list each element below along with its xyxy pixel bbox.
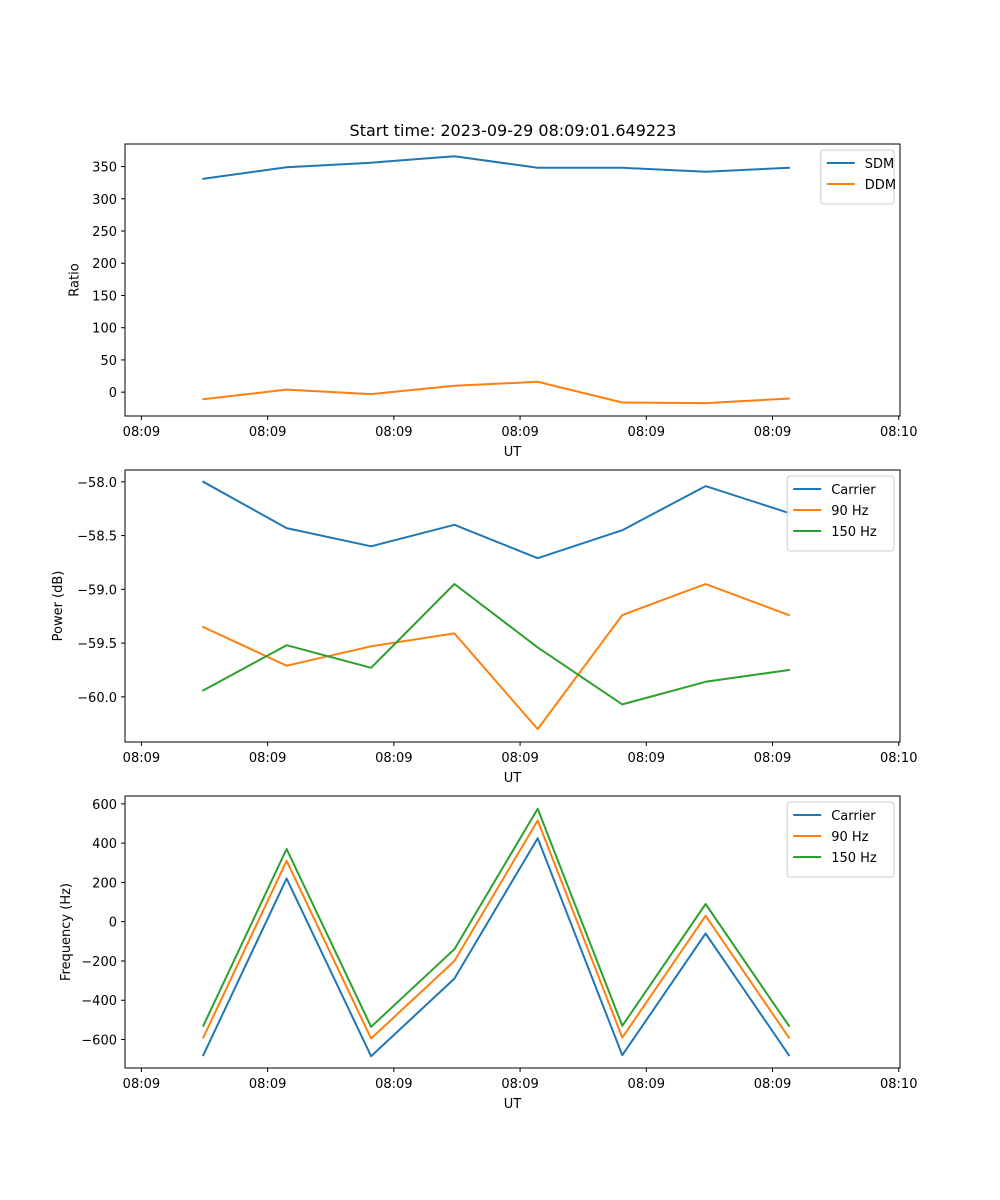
x-tick-label: 08:09: [123, 425, 160, 440]
chart-panel-2: 08:09 08:09 08:09 08:09 08:09 08:09 08:10 −60.0…: [51, 469, 917, 786]
y-tick-label: −400: [81, 994, 117, 1009]
x-tick-label: 08:09: [501, 1077, 538, 1092]
chart-panel-1: 08:09 08:09 08:09 08:09 08:09 08:09 08:10 0 50 10…: [67, 143, 917, 460]
legend-label: Carrier: [831, 483, 876, 498]
x-axis-label: UT: [504, 771, 522, 786]
x-tick-label: 08:09: [249, 1077, 286, 1092]
y-tick-label: 300: [92, 193, 117, 208]
x-tick-label: 08:10: [880, 751, 917, 766]
x-tick-label: 08:09: [123, 1077, 160, 1092]
series-line-carrier: [201, 480, 791, 560]
x-tick-label: 08:09: [628, 1077, 665, 1092]
y-tick-label: 0: [109, 386, 117, 401]
legend: SDM DDM: [820, 149, 896, 205]
legend-label: 90 Hz: [831, 830, 868, 845]
legend-label: SDM: [865, 157, 894, 172]
legend-label: 150 Hz: [831, 851, 877, 866]
y-tick-label: −59.5: [77, 637, 117, 652]
figure-title: Start time: 2023-09-29 08:09:01.649223: [350, 121, 677, 140]
axes-frame: [124, 795, 901, 1069]
x-tick-label: 08:09: [754, 1077, 791, 1092]
y-axis-label: Frequency (Hz): [59, 883, 74, 981]
x-tick-label: 08:09: [628, 425, 665, 440]
series-line-ddm: [202, 380, 790, 405]
series-line-sdm: [202, 155, 790, 180]
chart-panel-3: 08:09 08:09 08:09 08:09 08:09 08:09 08:10 −600 −…: [59, 795, 917, 1112]
x-tick-label: 08:09: [501, 751, 538, 766]
y-tick-label: −60.0: [77, 691, 117, 706]
y-tick-label: −600: [81, 1034, 117, 1049]
y-tick-label: −58.0: [77, 476, 117, 491]
y-tick-label: −200: [81, 955, 117, 970]
legend-box: [786, 801, 895, 878]
y-tick-label: 0: [109, 916, 117, 931]
y-tick-label: 350: [92, 161, 117, 176]
x-tick-label: 08:09: [754, 425, 791, 440]
x-tick-label: 08:09: [375, 425, 412, 440]
x-tick-label: 08:09: [249, 751, 286, 766]
x-tick-label: 08:09: [628, 751, 665, 766]
axes-frame: [124, 143, 901, 417]
y-tick-label: 100: [92, 322, 117, 337]
x-axis-label: UT: [504, 445, 522, 460]
series-line-90-hz: [201, 583, 791, 731]
y-tick-label: 200: [92, 257, 117, 272]
series-line-90-hz: [201, 819, 791, 1040]
y-axis-label: Power (dB): [51, 571, 66, 642]
y-tick-label: 400: [92, 837, 117, 852]
y-tick-label: 600: [92, 798, 117, 813]
y-tick-label: 200: [92, 876, 117, 891]
x-tick-label: 08:10: [880, 425, 917, 440]
legend-label: Carrier: [831, 809, 876, 824]
series-line-carrier: [201, 837, 791, 1058]
x-tick-label: 08:09: [375, 751, 412, 766]
y-tick-label: 250: [92, 225, 117, 240]
x-axis-label: UT: [504, 1097, 522, 1112]
legend: Carrier 90 Hz 150 Hz: [786, 475, 895, 552]
series-line-150-hz: [201, 807, 791, 1028]
y-tick-label: −59.0: [77, 583, 117, 598]
x-tick-label: 08:09: [501, 425, 538, 440]
y-tick-label: 50: [100, 354, 117, 369]
x-tick-label: 08:09: [123, 751, 160, 766]
legend: Carrier 90 Hz 150 Hz: [786, 801, 895, 878]
legend-box: [786, 475, 895, 552]
x-tick-label: 08:09: [375, 1077, 412, 1092]
y-tick-label: −58.5: [77, 530, 117, 545]
legend-label: DDM: [865, 178, 896, 193]
series-line-150-hz: [201, 583, 791, 706]
legend-label: 90 Hz: [831, 504, 868, 519]
y-tick-label: 150: [92, 289, 117, 304]
x-tick-label: 08:09: [754, 751, 791, 766]
legend-label: 150 Hz: [831, 525, 877, 540]
y-axis-label: Ratio: [67, 263, 82, 296]
axes-frame: [124, 469, 901, 743]
panels: 08:09 08:09 08:09 08:09 08:09 08:09 08:10 0 50 10…: [51, 143, 917, 1112]
x-tick-label: 08:09: [249, 425, 286, 440]
x-tick-label: 08:10: [880, 1077, 917, 1092]
